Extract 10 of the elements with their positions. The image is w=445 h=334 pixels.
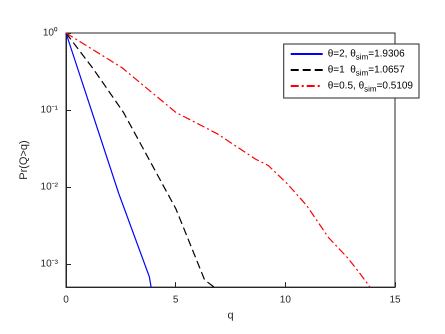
y-tick-label: 10⁰	[42, 26, 58, 38]
x-tick-label: 0	[63, 294, 70, 306]
x-tick-label: 15	[389, 294, 401, 306]
x-tick-label: 5	[172, 294, 179, 306]
y-tick-label: 10⁻²	[40, 181, 59, 192]
y-axis-title: Pr(Q>q)	[18, 140, 30, 180]
x-tick-label: 10	[280, 294, 292, 306]
y-tick-label: 10⁻¹	[40, 104, 59, 116]
x-axis-title: q	[227, 310, 234, 322]
y-tick-label: 10⁻³	[40, 258, 59, 270]
